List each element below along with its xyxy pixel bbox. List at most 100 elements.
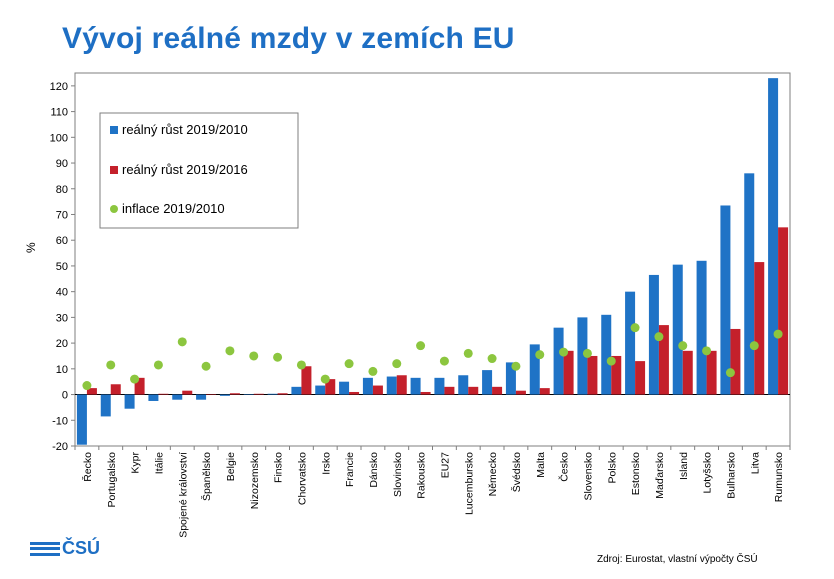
- bar-2019-2016: [682, 350, 693, 395]
- x-tick-label: Bulharsko: [725, 452, 737, 499]
- y-tick-label: 90: [56, 158, 68, 170]
- bar-2019-2010: [339, 381, 350, 395]
- bar-2019-2016: [110, 384, 121, 395]
- y-tick-label: 20: [56, 338, 68, 350]
- bar-2019-2010: [625, 291, 636, 395]
- x-tick-label: Slovinsko: [392, 452, 404, 497]
- bar-2019-2016: [372, 385, 383, 395]
- bar-2019-2016: [515, 390, 526, 395]
- x-tick-label: Portugalsko: [106, 452, 118, 508]
- legend-swatch: [110, 205, 118, 213]
- inflation-dot: [273, 352, 283, 362]
- x-tick-label: EU27: [439, 452, 451, 478]
- bar-2019-2016: [253, 393, 264, 395]
- bar-2019-2010: [410, 377, 421, 395]
- bar-2019-2010: [601, 314, 612, 395]
- legend-label: inflace 2019/2010: [122, 201, 225, 216]
- bar-2019-2010: [648, 274, 659, 395]
- x-tick-label: Švédsko: [510, 452, 523, 492]
- bar-2019-2010: [196, 394, 207, 400]
- bar-2019-2016: [325, 379, 336, 395]
- bar-2019-2010: [315, 385, 326, 395]
- bar-2019-2010: [744, 173, 755, 395]
- x-tick-label: Spojené království: [177, 452, 189, 538]
- bar-2019-2016: [563, 350, 574, 395]
- bar-2019-2016: [396, 375, 407, 395]
- bar-2019-2010: [505, 362, 516, 395]
- inflation-dot: [582, 348, 592, 358]
- bar-2019-2016: [301, 366, 312, 395]
- x-tick-label: Malta: [535, 452, 547, 478]
- x-tick-label: Slovensko: [582, 452, 594, 501]
- bar-2019-2016: [611, 355, 622, 395]
- csu-logo: ČSÚ: [30, 538, 100, 559]
- x-tick-label: Irsko: [320, 452, 332, 475]
- bar-2019-2016: [706, 350, 717, 395]
- inflation-dot: [535, 350, 545, 360]
- x-tick-label: Dánsko: [368, 452, 380, 488]
- bar-2019-2016: [658, 325, 669, 395]
- y-tick-label: -10: [52, 415, 68, 427]
- bar-2019-2016: [492, 386, 503, 395]
- inflation-dot: [344, 359, 354, 369]
- inflation-dot: [177, 337, 187, 347]
- bar-2019-2010: [76, 394, 87, 445]
- inflation-dot: [392, 359, 402, 369]
- bar-2019-2010: [100, 394, 111, 417]
- x-tick-label: Polsko: [606, 452, 618, 484]
- legend-swatch: [110, 166, 118, 174]
- bar-2019-2016: [420, 391, 431, 395]
- inflation-dot: [463, 348, 473, 358]
- inflation-dot: [201, 361, 211, 371]
- bar-2019-2016: [468, 386, 479, 395]
- inflation-dot: [749, 341, 759, 351]
- y-tick-label: 40: [56, 287, 68, 299]
- bar-2019-2010: [267, 393, 278, 395]
- legend-label: reálný růst 2019/2016: [122, 162, 248, 177]
- y-tick-label: 10: [56, 364, 68, 376]
- y-tick-label: 30: [56, 312, 68, 324]
- bar-2019-2016: [182, 390, 193, 395]
- x-tick-label: Chorvatsko: [296, 452, 308, 505]
- bar-2019-2010: [577, 317, 588, 395]
- y-tick-label: 110: [50, 107, 68, 119]
- inflation-dot: [725, 368, 735, 378]
- source-note: Zdroj: Eurostat, vlastní výpočty ČSÚ: [597, 554, 758, 565]
- x-tick-label: Lucembursko: [463, 452, 475, 515]
- bar-2019-2010: [553, 327, 564, 395]
- legend-label: reálný růst 2019/2010: [122, 122, 248, 137]
- x-tick-label: Kypr: [130, 452, 142, 474]
- bar-2019-2016: [134, 377, 145, 395]
- inflation-dot: [654, 332, 664, 342]
- inflation-dot: [296, 360, 306, 370]
- bar-2019-2010: [362, 377, 373, 395]
- inflation-dot: [82, 381, 92, 391]
- x-tick-label: Finsko: [273, 452, 285, 483]
- bar-2019-2010: [243, 394, 254, 395]
- bar-2019-2010: [386, 376, 397, 395]
- y-tick-label: 70: [56, 209, 68, 221]
- x-tick-label: Francie: [344, 452, 356, 487]
- y-tick-label: 80: [56, 184, 68, 196]
- bar-2019-2016: [635, 361, 646, 395]
- bar-2019-2016: [349, 391, 360, 395]
- inflation-dot: [225, 346, 235, 356]
- y-tick-label: -20: [52, 441, 68, 453]
- bar-2019-2010: [482, 370, 493, 395]
- inflation-dot: [439, 356, 449, 366]
- y-tick-label: 120: [50, 81, 68, 93]
- bar-2019-2016: [754, 262, 765, 395]
- y-tick-label: 50: [56, 261, 68, 273]
- bar-2019-2010: [172, 394, 183, 400]
- x-tick-label: Belgie: [225, 452, 237, 481]
- x-tick-label: Česko: [558, 452, 571, 482]
- logo-text: ČSÚ: [62, 538, 101, 558]
- inflation-dot: [130, 374, 140, 384]
- x-tick-label: Nizozemsko: [249, 452, 261, 509]
- x-tick-label: Španělsko: [200, 452, 213, 501]
- inflation-dot: [153, 360, 163, 370]
- inflation-dot: [773, 329, 783, 339]
- inflation-dot: [487, 354, 497, 364]
- inflation-dot: [702, 346, 712, 356]
